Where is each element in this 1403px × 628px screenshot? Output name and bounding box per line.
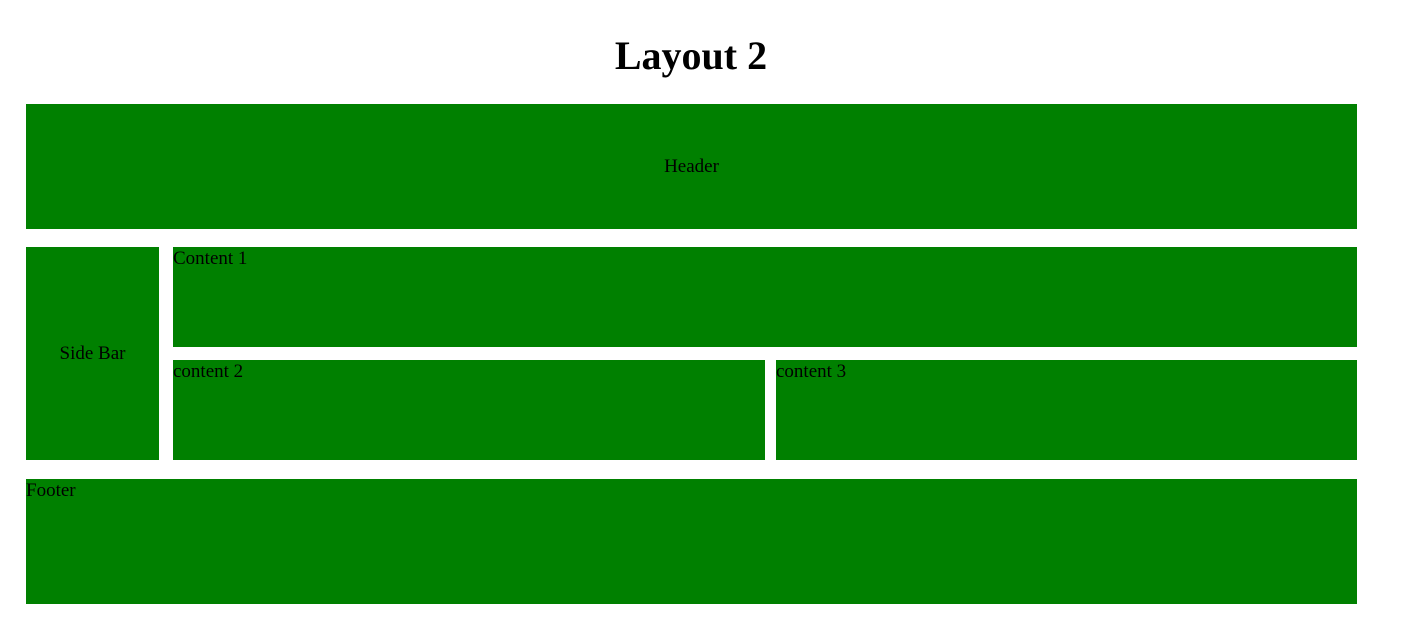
content-1-block: Content 1 bbox=[173, 247, 1357, 347]
content-2-block: content 2 bbox=[173, 360, 765, 460]
sidebar-label: Side Bar bbox=[59, 342, 126, 364]
footer-block: Footer bbox=[26, 479, 1357, 604]
content-1-label: Content 1 bbox=[173, 248, 248, 269]
page-title: Layout 2 bbox=[614, 33, 768, 78]
content-3-label: content 3 bbox=[776, 361, 847, 382]
footer-label: Footer bbox=[26, 480, 76, 501]
sidebar-block: Side Bar bbox=[26, 247, 159, 460]
content-3-block: content 3 bbox=[776, 360, 1357, 460]
header-block: Header bbox=[26, 104, 1357, 229]
header-label: Header bbox=[664, 155, 719, 177]
content-2-label: content 2 bbox=[173, 361, 244, 382]
